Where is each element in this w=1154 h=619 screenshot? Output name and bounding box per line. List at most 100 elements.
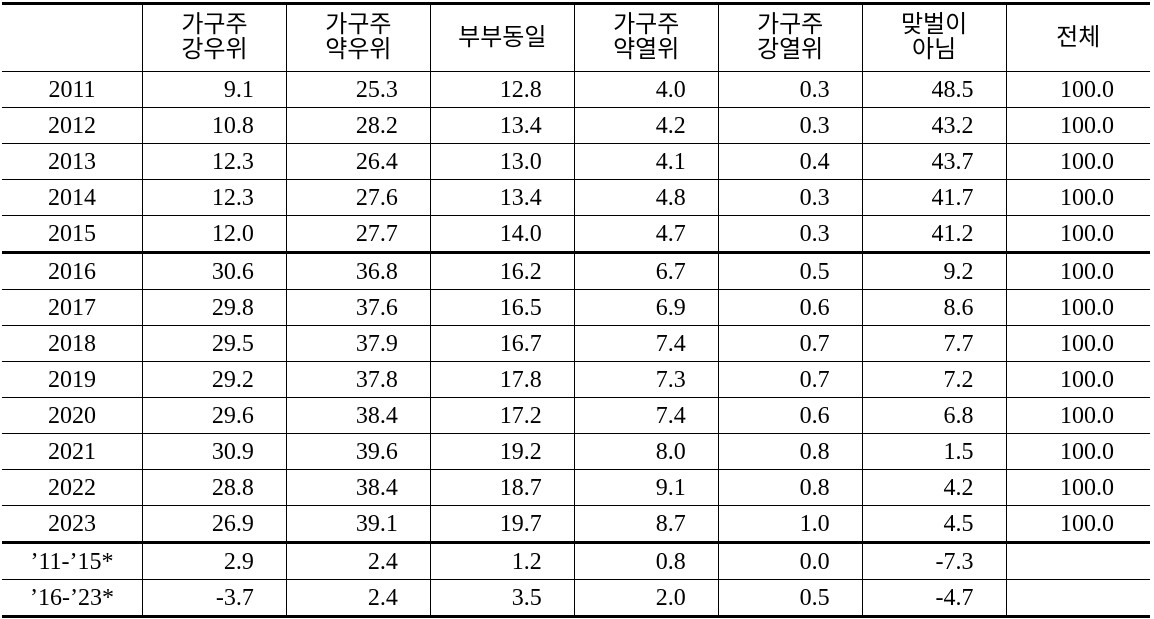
value-cell: 0.3 (717, 71, 863, 108)
table-body: 2011 9.1 25.3 12.8 4.0 0.3 48.5 100.0 2012 10.8 28… (2, 71, 1150, 618)
value-cell: 100.0 (1005, 252, 1150, 290)
value-cell: 100.0 (1005, 361, 1150, 398)
value-cell: 30.9 (142, 433, 287, 470)
header-line: 가구주 (757, 12, 824, 38)
value-cell: 16.2 (429, 252, 575, 290)
blank-cell (1005, 579, 1150, 618)
value-cell: 38.4 (285, 397, 431, 434)
header-line: 가구주 (325, 12, 392, 38)
header-line: 강우위 (181, 37, 248, 63)
row-label: 2020 (2, 397, 143, 434)
value-cell: 13.4 (429, 107, 575, 144)
header-line: 맞벌이 (900, 12, 968, 38)
value-cell: 0.4 (717, 143, 863, 180)
table-row: 2014 12.3 27.6 13.4 4.8 0.3 41.7 100.0 (2, 179, 1150, 216)
value-cell: 37.9 (285, 325, 431, 362)
value-cell: 27.6 (285, 179, 431, 216)
value-cell: 0.6 (717, 289, 863, 326)
table-row: 2019 29.2 37.8 17.8 7.3 0.7 7.2 100.0 (2, 361, 1150, 398)
value-cell: 25.3 (285, 71, 431, 108)
value-cell: 7.2 (861, 361, 1007, 398)
value-cell: 12.3 (142, 179, 287, 216)
table-row: 2012 10.8 28.2 13.4 4.2 0.3 43.2 100.0 (2, 107, 1150, 144)
table-row: 2017 29.8 37.6 16.5 6.9 0.6 8.6 100.0 (2, 289, 1150, 326)
value-cell: 8.6 (861, 289, 1007, 326)
header-line: 가구주 (613, 12, 680, 38)
value-cell: 29.8 (142, 289, 287, 326)
value-cell: 37.6 (285, 289, 431, 326)
value-cell: 100.0 (1005, 71, 1150, 108)
value-cell: 4.1 (573, 143, 719, 180)
value-cell: 4.2 (573, 107, 719, 144)
header-row: 가구주 강우위 가구주 약우위 부부동일 가구주 약열위 가구주 강열위 맞벌이 아님 전체 (2, 2, 1150, 72)
value-cell: 38.4 (285, 469, 431, 506)
value-cell: 41.7 (861, 179, 1007, 216)
value-cell: 43.2 (861, 107, 1007, 144)
header-line: 부부동일 (458, 24, 547, 51)
value-cell: 100.0 (1005, 469, 1150, 506)
table-row: 2015 12.0 27.7 14.0 4.7 0.3 41.2 100.0 (2, 215, 1150, 254)
value-cell: 100.0 (1005, 179, 1150, 216)
value-cell: 9.1 (573, 469, 719, 506)
blank-cell (1005, 542, 1150, 580)
value-cell: 26.9 (142, 505, 287, 544)
header-cell: 전체 (1005, 2, 1150, 72)
table-row: 2013 12.3 26.4 13.0 4.1 0.4 43.7 100.0 (2, 143, 1150, 180)
header-cell: 가구주 약열위 (573, 2, 719, 72)
row-label: 2019 (2, 361, 143, 398)
header-line: 가구주 (181, 12, 248, 38)
value-cell: -3.7 (142, 579, 287, 618)
value-cell: 100.0 (1005, 433, 1150, 470)
value-cell: 12.0 (142, 215, 287, 254)
value-cell: 100.0 (1005, 143, 1150, 180)
value-cell: 0.5 (717, 252, 863, 290)
table-header: 가구주 강우위 가구주 약우위 부부동일 가구주 약열위 가구주 강열위 맞벌이 아님 전체 (2, 2, 1150, 72)
value-cell: 0.6 (717, 397, 863, 434)
value-cell: 4.2 (861, 469, 1007, 506)
table-row: 2020 29.6 38.4 17.2 7.4 0.6 6.8 100.0 (2, 397, 1150, 434)
value-cell: 13.0 (429, 143, 575, 180)
value-cell: 7.4 (573, 397, 719, 434)
value-cell: 19.7 (429, 505, 575, 544)
value-cell: 12.3 (142, 143, 287, 180)
value-cell: 7.7 (861, 325, 1007, 362)
value-cell: 18.7 (429, 469, 575, 506)
header-cell: 가구주 약우위 (285, 2, 431, 72)
value-cell: 28.8 (142, 469, 287, 506)
value-cell: 37.8 (285, 361, 431, 398)
value-cell: 0.0 (717, 542, 863, 580)
value-cell: 2.9 (142, 542, 287, 580)
table-row: 2022 28.8 38.4 18.7 9.1 0.8 4.2 100.0 (2, 469, 1150, 506)
value-cell: 100.0 (1005, 505, 1150, 544)
value-cell: 3.5 (429, 579, 575, 618)
value-cell: 43.7 (861, 143, 1007, 180)
value-cell: 100.0 (1005, 397, 1150, 434)
row-label: 2018 (2, 325, 143, 362)
corner-cell (2, 2, 143, 72)
table-row: 2021 30.9 39.6 19.2 8.0 0.8 1.5 100.0 (2, 433, 1150, 470)
header-line: 약열위 (613, 37, 680, 63)
value-cell: 2.4 (285, 542, 431, 580)
row-label: 2017 (2, 289, 143, 326)
value-cell: 14.0 (429, 215, 575, 254)
value-cell: 100.0 (1005, 325, 1150, 362)
value-cell: 36.8 (285, 252, 431, 290)
value-cell: 7.3 (573, 361, 719, 398)
row-label: ’16-’23* (2, 579, 143, 618)
value-cell: 0.5 (717, 579, 863, 618)
header-line: 약우위 (325, 37, 392, 63)
row-label: 2015 (2, 215, 143, 254)
row-label: 2011 (2, 71, 143, 108)
value-cell: -4.7 (861, 579, 1007, 618)
value-cell: 29.6 (142, 397, 287, 434)
value-cell: 27.7 (285, 215, 431, 254)
value-cell: 16.5 (429, 289, 575, 326)
value-cell: 4.8 (573, 179, 719, 216)
value-cell: 1.0 (717, 505, 863, 544)
row-label: 2021 (2, 433, 143, 470)
value-cell: 0.3 (717, 107, 863, 144)
value-cell: 7.4 (573, 325, 719, 362)
header-line: 전체 (1056, 24, 1101, 51)
